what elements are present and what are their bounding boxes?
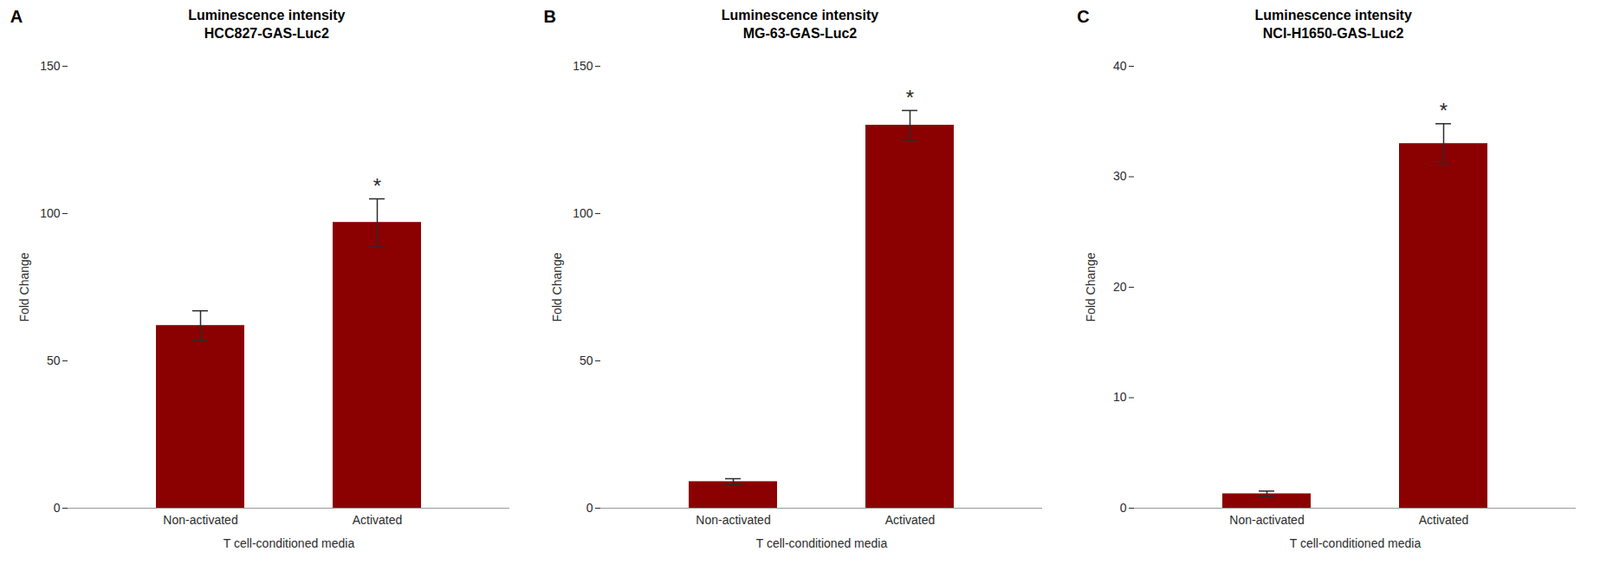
svg-text:50: 50 (579, 353, 594, 368)
svg-text:20: 20 (1113, 279, 1128, 294)
svg-text:0: 0 (586, 500, 594, 515)
svg-text:Non-activated: Non-activated (162, 512, 238, 527)
svg-text:*: * (1439, 98, 1448, 123)
html-text:Luminescence intensity: Luminescence intensity (1254, 7, 1412, 23)
svg-text:Non-activated: Non-activated (1229, 512, 1304, 527)
svg-text:Non-activated: Non-activated (696, 512, 771, 527)
svg-text:40: 40 (1113, 58, 1128, 73)
svg-text:30: 30 (1113, 168, 1128, 183)
html-text:B: B (543, 6, 557, 26)
svg-text:10: 10 (1113, 389, 1128, 404)
svg-text:Fold Change: Fold Change (1084, 252, 1099, 322)
svg-text:150: 150 (39, 58, 61, 73)
svg-text:100: 100 (39, 206, 61, 221)
html-text:NCI-H1650-GAS-Luc2: NCI-H1650-GAS-Luc2 (1262, 25, 1404, 41)
svg-text:50: 50 (46, 353, 61, 368)
html-text:MG-63-GAS-Luc2: MG-63-GAS-Luc2 (742, 25, 858, 41)
html-text:Luminescence intensity: Luminescence intensity (188, 7, 346, 23)
svg-text:*: * (906, 85, 914, 110)
svg-text:100: 100 (573, 206, 595, 221)
svg-text:T cell-conditioned media: T cell-conditioned media (223, 536, 356, 551)
html-text:HCC827-GAS-Luc2: HCC827-GAS-Luc2 (204, 25, 330, 41)
svg-text:Activated: Activated (1418, 512, 1470, 527)
svg-text:Fold Change: Fold Change (17, 252, 32, 322)
svg-text:0: 0 (1120, 500, 1128, 515)
svg-text:Activated: Activated (885, 512, 936, 527)
svg-text:150: 150 (573, 58, 595, 73)
html-text:A: A (10, 6, 23, 26)
html-text:Luminescence intensity: Luminescence intensity (721, 7, 879, 23)
svg-text:T cell-conditioned media: T cell-conditioned media (756, 536, 888, 551)
svg-text:Activated: Activated (352, 512, 403, 527)
html-text:C: C (1076, 6, 1090, 26)
svg-text:T cell-conditioned media: T cell-conditioned media (1289, 536, 1422, 551)
svg-text:0: 0 (53, 500, 61, 515)
svg-text:Fold Change: Fold Change (550, 252, 565, 322)
svg-text:*: * (373, 174, 382, 198)
